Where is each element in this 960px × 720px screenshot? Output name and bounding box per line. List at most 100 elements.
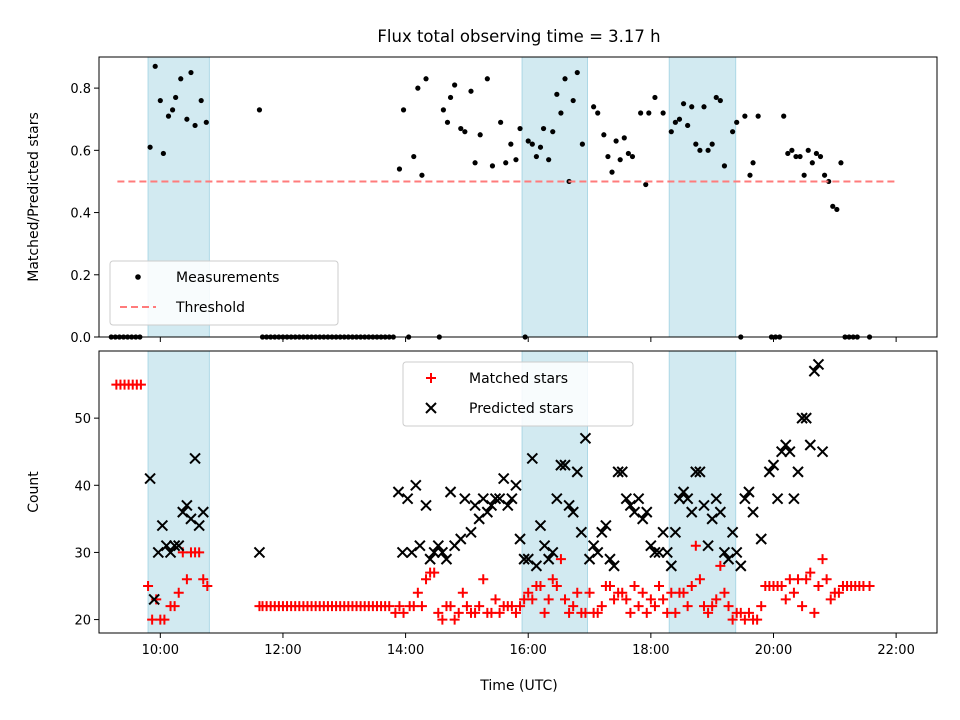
shaded-window <box>521 56 588 338</box>
data-point <box>444 119 451 125</box>
data-point <box>567 506 579 518</box>
data-point <box>554 91 560 97</box>
data-point <box>747 506 759 518</box>
data-point <box>547 574 558 585</box>
data-point <box>168 540 181 552</box>
data-point <box>605 153 611 160</box>
data-point <box>617 587 628 598</box>
data-point <box>433 607 444 618</box>
data-point <box>147 144 153 150</box>
data-point <box>813 581 824 591</box>
legend-marker <box>426 373 436 383</box>
data-point <box>144 472 156 485</box>
data-point <box>723 601 734 612</box>
data-point <box>645 540 657 552</box>
data-point <box>697 147 703 153</box>
data-point <box>676 116 683 122</box>
legend: Matched stars Predicted stars <box>402 361 634 427</box>
data-point <box>838 160 844 166</box>
data-point <box>776 581 787 591</box>
y-axis-title: Matched/Predicted stars <box>26 112 42 282</box>
legend-marker <box>425 402 437 414</box>
data-point <box>793 153 799 160</box>
data-point <box>570 97 576 104</box>
legend: Measurements Threshold <box>109 260 339 326</box>
legend-label: Measurements <box>176 270 279 286</box>
data-point <box>420 499 432 512</box>
data-point <box>447 94 454 101</box>
data-point <box>506 493 518 505</box>
plot-frame <box>98 350 938 634</box>
data-point <box>185 513 197 525</box>
data-point <box>681 493 694 505</box>
data-point <box>477 493 489 505</box>
data-point <box>189 452 201 465</box>
data-point <box>750 160 756 166</box>
data-point <box>735 560 747 572</box>
data-point <box>432 540 444 552</box>
data-point <box>412 587 423 598</box>
data-point <box>452 82 458 88</box>
data-point <box>833 587 844 598</box>
data-point <box>563 499 575 512</box>
data-point <box>613 138 619 144</box>
data-point <box>510 607 521 618</box>
data-point <box>502 499 514 512</box>
data-point <box>194 547 205 558</box>
data-point <box>649 546 661 559</box>
data-point <box>188 69 194 76</box>
y-tick-label: 0.4 <box>70 207 91 222</box>
data-point <box>415 85 421 91</box>
data-point <box>743 486 755 498</box>
data-point <box>629 153 636 160</box>
data-point <box>747 172 753 178</box>
data-point <box>821 172 828 178</box>
data-point <box>543 594 554 605</box>
data-point <box>669 526 682 538</box>
data-point <box>484 76 490 82</box>
data-point <box>533 153 539 160</box>
data-point <box>596 601 607 612</box>
data-point <box>572 587 583 598</box>
data-point <box>253 546 266 559</box>
data-point <box>562 76 568 82</box>
data-point <box>440 553 453 565</box>
data-point <box>192 122 198 129</box>
data-point <box>685 122 691 129</box>
data-point <box>670 607 681 618</box>
data-point <box>755 533 767 545</box>
data-point <box>498 119 504 125</box>
data-point <box>694 466 706 478</box>
data-point <box>796 412 808 424</box>
data-point <box>719 587 730 598</box>
data-point <box>809 607 820 618</box>
data-point <box>654 581 665 591</box>
data-point <box>826 178 832 185</box>
data-point <box>202 581 213 591</box>
x-tick-label: 12:00 <box>264 643 301 658</box>
data-point <box>601 132 607 138</box>
data-point <box>535 581 546 591</box>
data-point <box>583 553 596 565</box>
data-point <box>148 593 160 606</box>
shaded-window <box>668 350 737 634</box>
data-point <box>788 587 799 598</box>
data-point <box>784 446 796 458</box>
data-point <box>721 163 728 169</box>
data-point <box>653 546 665 559</box>
data-point <box>152 546 164 559</box>
plot-frame <box>98 56 938 338</box>
data-point <box>156 519 169 532</box>
data-point <box>574 69 580 76</box>
data-point <box>394 601 405 612</box>
data-point <box>396 166 403 172</box>
data-point <box>165 113 172 119</box>
data-point <box>713 94 719 101</box>
data-point <box>812 358 825 371</box>
data-point <box>641 506 653 518</box>
data-point <box>693 141 699 147</box>
data-point <box>686 506 698 518</box>
y-axis-title: Count <box>26 471 42 513</box>
data-point <box>579 141 585 147</box>
data-point <box>453 607 464 618</box>
